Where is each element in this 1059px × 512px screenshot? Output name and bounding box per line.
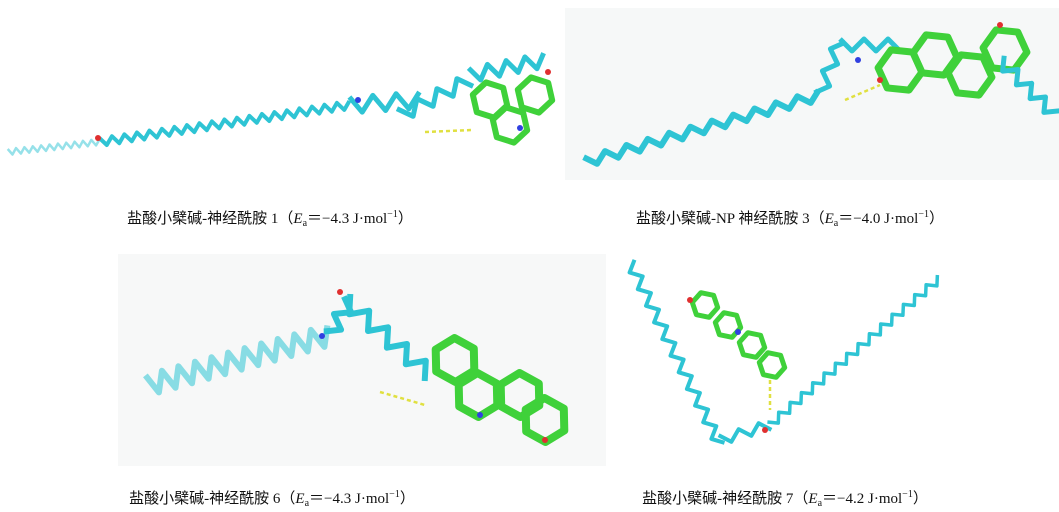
caption: 盐酸小檗碱-NP 神经酰胺 3（Ea＝−4.0 J·mol−1）	[636, 207, 944, 229]
atom	[762, 427, 768, 433]
atom	[542, 437, 548, 443]
caption: 盐酸小檗碱-神经酰胺 1（Ea＝−4.3 J·mol−1）	[127, 207, 413, 229]
caption-text: ）	[913, 491, 928, 507]
atom	[477, 412, 483, 418]
carbon-chain	[99, 101, 349, 145]
caption-text: 盐酸小檗碱-NP 神经酰胺 3（	[636, 211, 825, 227]
atom	[687, 297, 693, 303]
caption: 盐酸小檗碱-神经酰胺 7（Ea＝−4.2 J·mol−1）	[642, 487, 928, 509]
atom	[337, 289, 343, 295]
caption-symbol: E	[825, 211, 834, 227]
carbon-chain	[630, 260, 725, 443]
caption-text: 盐酸小檗碱-神经酰胺 6（	[129, 491, 295, 507]
ring	[692, 293, 717, 318]
caption-value: ＝−4.3 J·mol	[309, 491, 389, 507]
atom	[735, 329, 741, 335]
caption-superscript: −1	[389, 489, 400, 500]
ring	[739, 333, 764, 358]
atom	[95, 135, 101, 141]
caption-text: ）	[929, 211, 944, 227]
figure: 盐酸小檗碱-神经酰胺 1（Ea＝−4.3 J·mol−1） 盐酸小檗碱-NP 神…	[0, 0, 1059, 512]
caption-superscript: −1	[918, 209, 929, 220]
caption-superscript: −1	[902, 489, 913, 500]
caption-superscript: −1	[387, 209, 398, 220]
ring	[518, 77, 552, 112]
caption-text: ）	[398, 211, 413, 227]
carbon-chain	[8, 139, 100, 155]
atom	[855, 57, 861, 63]
carbon-chain	[767, 275, 937, 423]
caption-value: ＝−4.0 J·mol	[838, 211, 918, 227]
atom	[355, 97, 361, 103]
caption-text: 盐酸小檗碱-神经酰胺 1（	[127, 211, 293, 227]
ring	[493, 107, 527, 142]
caption-text: ）	[400, 491, 415, 507]
caption-value: ＝−4.2 J·mol	[822, 491, 902, 507]
caption: 盐酸小檗碱-神经酰胺 6（Ea＝−4.3 J·mol−1）	[129, 487, 415, 509]
molecule-drawings	[0, 0, 1059, 512]
atom	[545, 69, 551, 75]
ring	[759, 353, 784, 378]
atom	[319, 333, 325, 339]
atom	[517, 125, 523, 131]
caption-value: ＝−4.3 J·mol	[307, 211, 387, 227]
atom	[877, 77, 883, 83]
caption-text: 盐酸小檗碱-神经酰胺 7（	[642, 491, 808, 507]
hydrogen-bond	[425, 130, 472, 132]
atom	[997, 22, 1003, 28]
